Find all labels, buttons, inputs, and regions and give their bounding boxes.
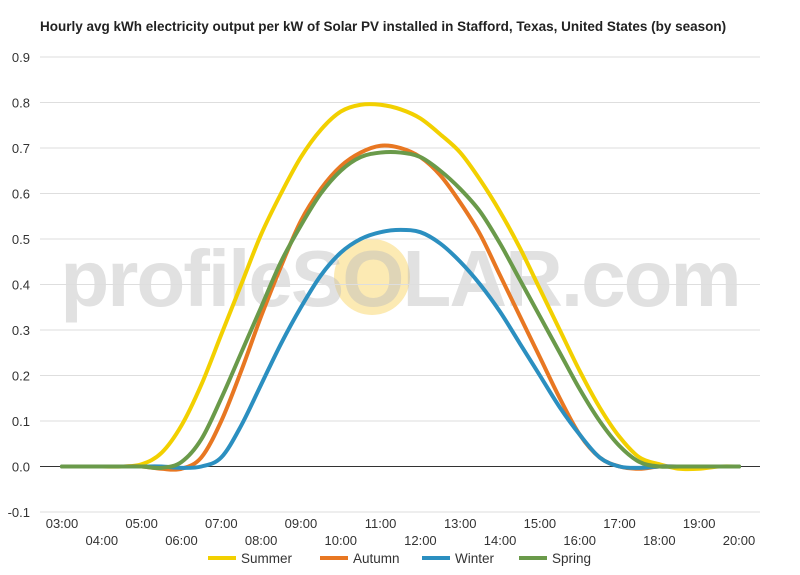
x-tick-label: 16:00 (563, 533, 596, 548)
y-tick-label: -0.1 (8, 505, 30, 520)
x-tick-label: 13:00 (444, 516, 477, 531)
x-tick-label: 08:00 (245, 533, 278, 548)
series-line-winter (60, 227, 741, 470)
series-line-spring (60, 149, 741, 471)
legend-label: Winter (455, 551, 495, 566)
y-tick-label: 0.6 (12, 187, 30, 202)
x-tick-label: 15:00 (524, 516, 557, 531)
y-tick-label: 0.8 (12, 96, 30, 111)
watermark-layer: profileSOLAR.com (60, 234, 741, 323)
x-axis: 03:00 05:00 07:00 09:00 11:00 13:00 15:00 17:00… (46, 516, 756, 548)
x-tick-label: 11:00 (365, 516, 397, 531)
x-tick-label: 14:00 (484, 533, 517, 548)
x-tick-label: 05:00 (125, 516, 158, 531)
x-tick-label: 12:00 (404, 533, 437, 548)
y-tick-label: 0.3 (12, 323, 30, 338)
y-tick-label: 0.5 (12, 232, 30, 247)
x-tick-label: 07:00 (205, 516, 238, 531)
y-tick-label: 0.0 (12, 460, 30, 475)
series-line-summer (60, 102, 741, 472)
x-tick-label: 19:00 (683, 516, 716, 531)
x-tick-label: 09:00 (285, 516, 318, 531)
legend-label: Spring (552, 551, 591, 566)
series-layer (60, 102, 741, 472)
legend-label: Autumn (353, 551, 400, 566)
grid-layer (40, 56, 760, 513)
x-tick-label: 06:00 (165, 533, 198, 548)
legend-label: Summer (241, 551, 293, 566)
x-tick-label: 10:00 (324, 533, 357, 548)
y-tick-label: 0.2 (12, 369, 30, 384)
watermark-text: profileSOLAR.com (60, 234, 739, 323)
x-tick-label: 18:00 (643, 533, 676, 548)
x-tick-label: 03:00 (46, 516, 79, 531)
x-tick-label: 20:00 (723, 533, 756, 548)
x-tick-label: 17:00 (603, 516, 636, 531)
y-axis: 0.9 0.8 0.7 0.6 0.5 0.4 0.3 0.2 0.1 0.0 -0.1 (8, 50, 30, 520)
y-tick-label: 0.1 (12, 414, 30, 429)
y-tick-label: 0.7 (12, 141, 30, 156)
y-tick-label: 0.9 (12, 50, 30, 65)
y-tick-label: 0.4 (12, 278, 30, 293)
chart-title: Hourly avg kWh electricity output per kW… (40, 19, 727, 34)
x-tick-label: 04:00 (86, 533, 119, 548)
watermark-sun (334, 239, 410, 315)
legend: Summer Autumn Winter Spring (208, 551, 591, 566)
